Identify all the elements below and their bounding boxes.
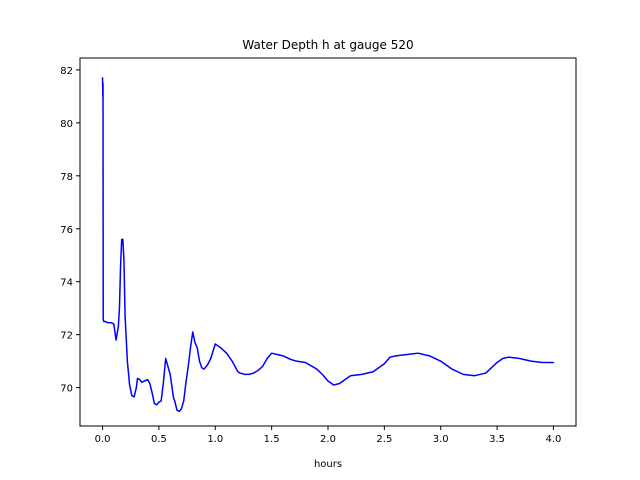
x-tick-label: 2.0 <box>320 434 336 445</box>
x-axis-ticks: 0.0 0.5 1.0 1.5 2.0 2.5 3.0 3.5 4.0 <box>95 426 562 445</box>
x-tick-label: 3.5 <box>489 434 505 445</box>
x-tick-label: 1.0 <box>207 434 223 445</box>
y-tick-label: 70 <box>60 384 73 395</box>
x-tick-label: 0.5 <box>151 434 167 445</box>
plot-area-frame <box>79 57 577 427</box>
y-tick-label: 82 <box>60 66 73 77</box>
y-tick-label: 72 <box>60 331 73 342</box>
water-depth-series-line <box>101 77 555 413</box>
y-tick-label: 78 <box>60 172 73 183</box>
x-tick-label: 2.5 <box>376 434 392 445</box>
x-tick-label: 3.0 <box>433 434 449 445</box>
x-tick-label: 1.5 <box>264 434 280 445</box>
y-tick-label: 80 <box>60 119 73 130</box>
y-axis-ticks: 70 72 74 76 78 80 82 <box>60 66 80 395</box>
series-layer <box>101 77 555 413</box>
y-tick-label: 76 <box>60 225 73 236</box>
x-tick-label: 0.0 <box>95 434 111 445</box>
chart-title: Water Depth h at gauge 520 <box>242 38 413 52</box>
x-tick-label: 4.0 <box>546 434 562 445</box>
x-axis-label: hours <box>314 459 342 470</box>
y-tick-label: 74 <box>60 278 73 289</box>
